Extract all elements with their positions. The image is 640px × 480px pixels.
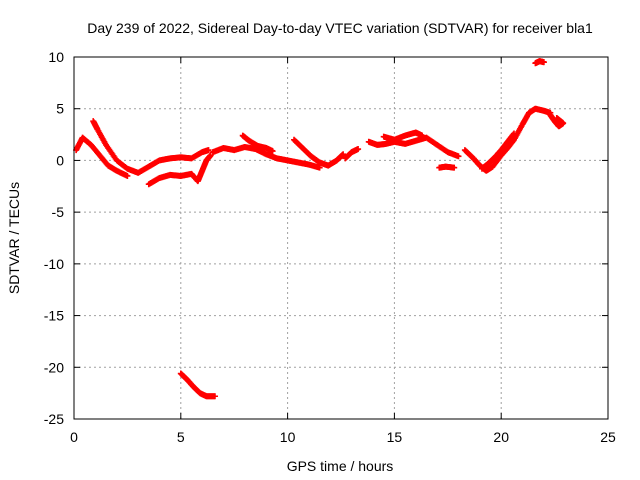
data-point bbox=[205, 147, 212, 154]
x-tick-label: 25 bbox=[600, 429, 616, 445]
series-track-a bbox=[73, 134, 131, 179]
data-point bbox=[124, 172, 131, 179]
data-point bbox=[540, 59, 547, 66]
y-tick-label: 0 bbox=[56, 152, 64, 168]
x-tick-label: 10 bbox=[280, 429, 296, 445]
series-track-b bbox=[90, 118, 212, 176]
series-track-m bbox=[547, 111, 567, 130]
y-tick-label: -10 bbox=[44, 256, 64, 272]
chart-title: Day 239 of 2022, Sidereal Day-to-day VTE… bbox=[87, 20, 593, 36]
x-tick-label: 5 bbox=[177, 429, 185, 445]
data-point bbox=[207, 152, 214, 159]
x-tick-label: 20 bbox=[493, 429, 509, 445]
data-point bbox=[211, 393, 218, 400]
series-track-d bbox=[209, 143, 323, 171]
data-point bbox=[451, 164, 458, 171]
y-axis-label: SDTVAR / TECUs bbox=[6, 182, 22, 294]
data-point bbox=[419, 132, 426, 139]
series-track-j bbox=[436, 163, 458, 171]
x-tick-label: 0 bbox=[70, 429, 78, 445]
series-track-o bbox=[177, 370, 218, 400]
data-point bbox=[355, 146, 362, 153]
data-point bbox=[455, 153, 462, 160]
y-tick-label: -5 bbox=[52, 204, 65, 220]
y-tick-label: -20 bbox=[44, 359, 64, 375]
tick-labels: 0 5 10 15 20 25 10 5 0 -5 -10 -15 -20 -25 bbox=[44, 49, 616, 445]
series-track-n bbox=[532, 58, 547, 67]
data-point bbox=[269, 148, 276, 155]
x-tick-label: 15 bbox=[387, 429, 403, 445]
y-tick-label: -15 bbox=[44, 308, 64, 324]
data-point bbox=[553, 115, 560, 122]
data-points bbox=[73, 58, 567, 400]
data-point bbox=[340, 151, 347, 158]
y-tick-label: 10 bbox=[48, 49, 64, 65]
series-track-f bbox=[291, 136, 347, 169]
y-tick-label: -25 bbox=[44, 411, 64, 427]
data-point bbox=[511, 130, 518, 137]
series-track-e bbox=[239, 132, 276, 155]
tick-marks bbox=[73, 56, 609, 420]
x-axis-label: GPS time / hours bbox=[287, 458, 394, 474]
series-track-g bbox=[342, 146, 362, 162]
series-track-i bbox=[380, 129, 426, 143]
y-tick-label: 5 bbox=[56, 101, 64, 117]
data-point bbox=[316, 164, 323, 171]
series-track-l bbox=[478, 130, 518, 172]
series-track-c bbox=[145, 152, 214, 188]
series-track-h bbox=[365, 134, 462, 160]
plot-frame bbox=[73, 56, 609, 420]
grid bbox=[74, 57, 608, 419]
